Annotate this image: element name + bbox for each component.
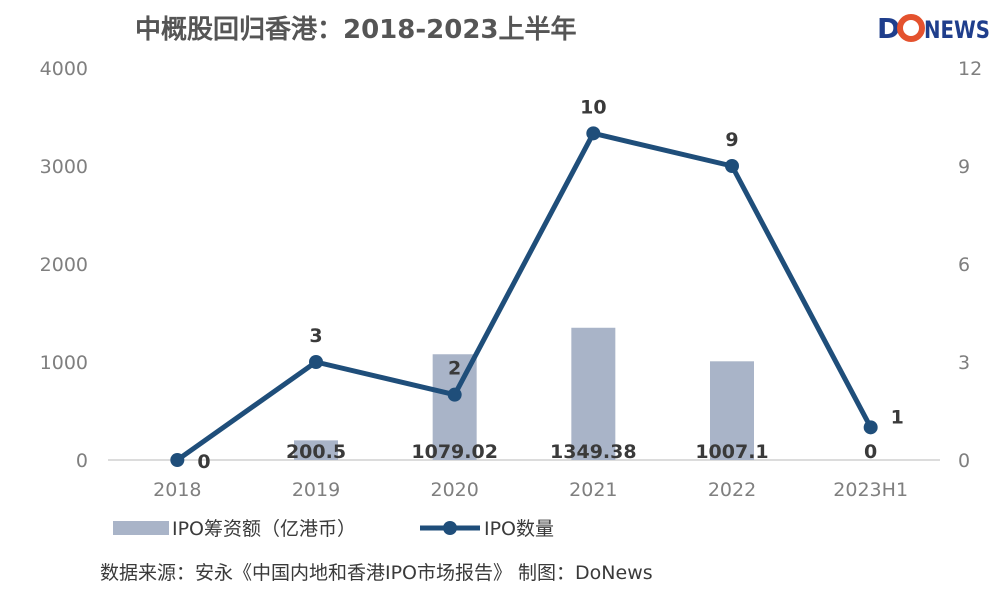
bar (294, 440, 338, 460)
line-value-label: 0 (197, 451, 210, 473)
y-right-tick-label: 9 (958, 156, 970, 178)
line-series (170, 126, 878, 467)
line-value-label: 9 (725, 129, 738, 151)
y-left-tick-label: 0 (76, 450, 88, 472)
line-point (863, 420, 878, 435)
logo-letters-news: NEWS (924, 16, 990, 44)
line-point (309, 355, 323, 369)
x-tick-label: 2021 (569, 479, 617, 501)
y-right-tick-label: 12 (958, 58, 982, 80)
logo-letter-d: D (877, 12, 900, 45)
y-left-tick-label: 2000 (40, 254, 88, 276)
bar (571, 327, 616, 460)
bar-series (294, 327, 754, 460)
legend-label-bar: IPO筹资额（亿港币） (172, 518, 356, 540)
line-point (170, 453, 185, 467)
line-path (175, 130, 873, 463)
x-tick-label: 2022 (708, 479, 756, 501)
bar-value-label: 1007.1 (695, 441, 768, 463)
legend-label-line: IPO数量 (484, 518, 554, 540)
legend-marker-line (443, 521, 457, 535)
data-labels: 200.5 1079.02 1349.38 1007.1 0 0 3 2 10 9 1 (197, 96, 904, 473)
line-value-label: 1 (891, 406, 904, 428)
line-value-label: 10 (580, 96, 606, 118)
y-left-tick-label: 1000 (40, 352, 88, 374)
y-right-tick-label: 0 (958, 450, 970, 472)
logo-circle-o (897, 14, 925, 42)
x-tick-label: 2023H1 (833, 479, 908, 501)
line-value-label: 2 (448, 358, 461, 380)
line-point (447, 387, 462, 402)
bar-value-label: 1349.38 (550, 441, 637, 463)
x-tick-label: 2019 (292, 479, 340, 501)
y-left-tick-label: 3000 (40, 156, 88, 178)
chart-title: 中概股回归香港：2018-2023上半年 (135, 14, 577, 45)
bar-value-label: 0 (864, 441, 877, 463)
y-right-tick-label: 6 (958, 254, 970, 276)
legend: IPO筹资额（亿港币） IPO数量 (113, 518, 554, 540)
y-left-tick-label: 4000 (40, 58, 88, 80)
x-tick-label: 2018 (153, 479, 201, 501)
bar (710, 361, 754, 460)
x-tick-label: 2020 (430, 479, 478, 501)
bar-value-label: 200.5 (286, 441, 346, 463)
y-right-tick-label: 3 (958, 352, 970, 374)
legend-swatch-bar (113, 521, 169, 535)
line-point (586, 126, 601, 141)
source-note: 数据来源：安永《中国内地和香港IPO市场报告》 制图：DoNews (100, 562, 653, 584)
line-value-label: 3 (309, 325, 322, 347)
bar-value-label: 1079.02 (411, 441, 498, 463)
line-point (725, 159, 739, 173)
donews-logo: D NEWS (877, 12, 990, 45)
